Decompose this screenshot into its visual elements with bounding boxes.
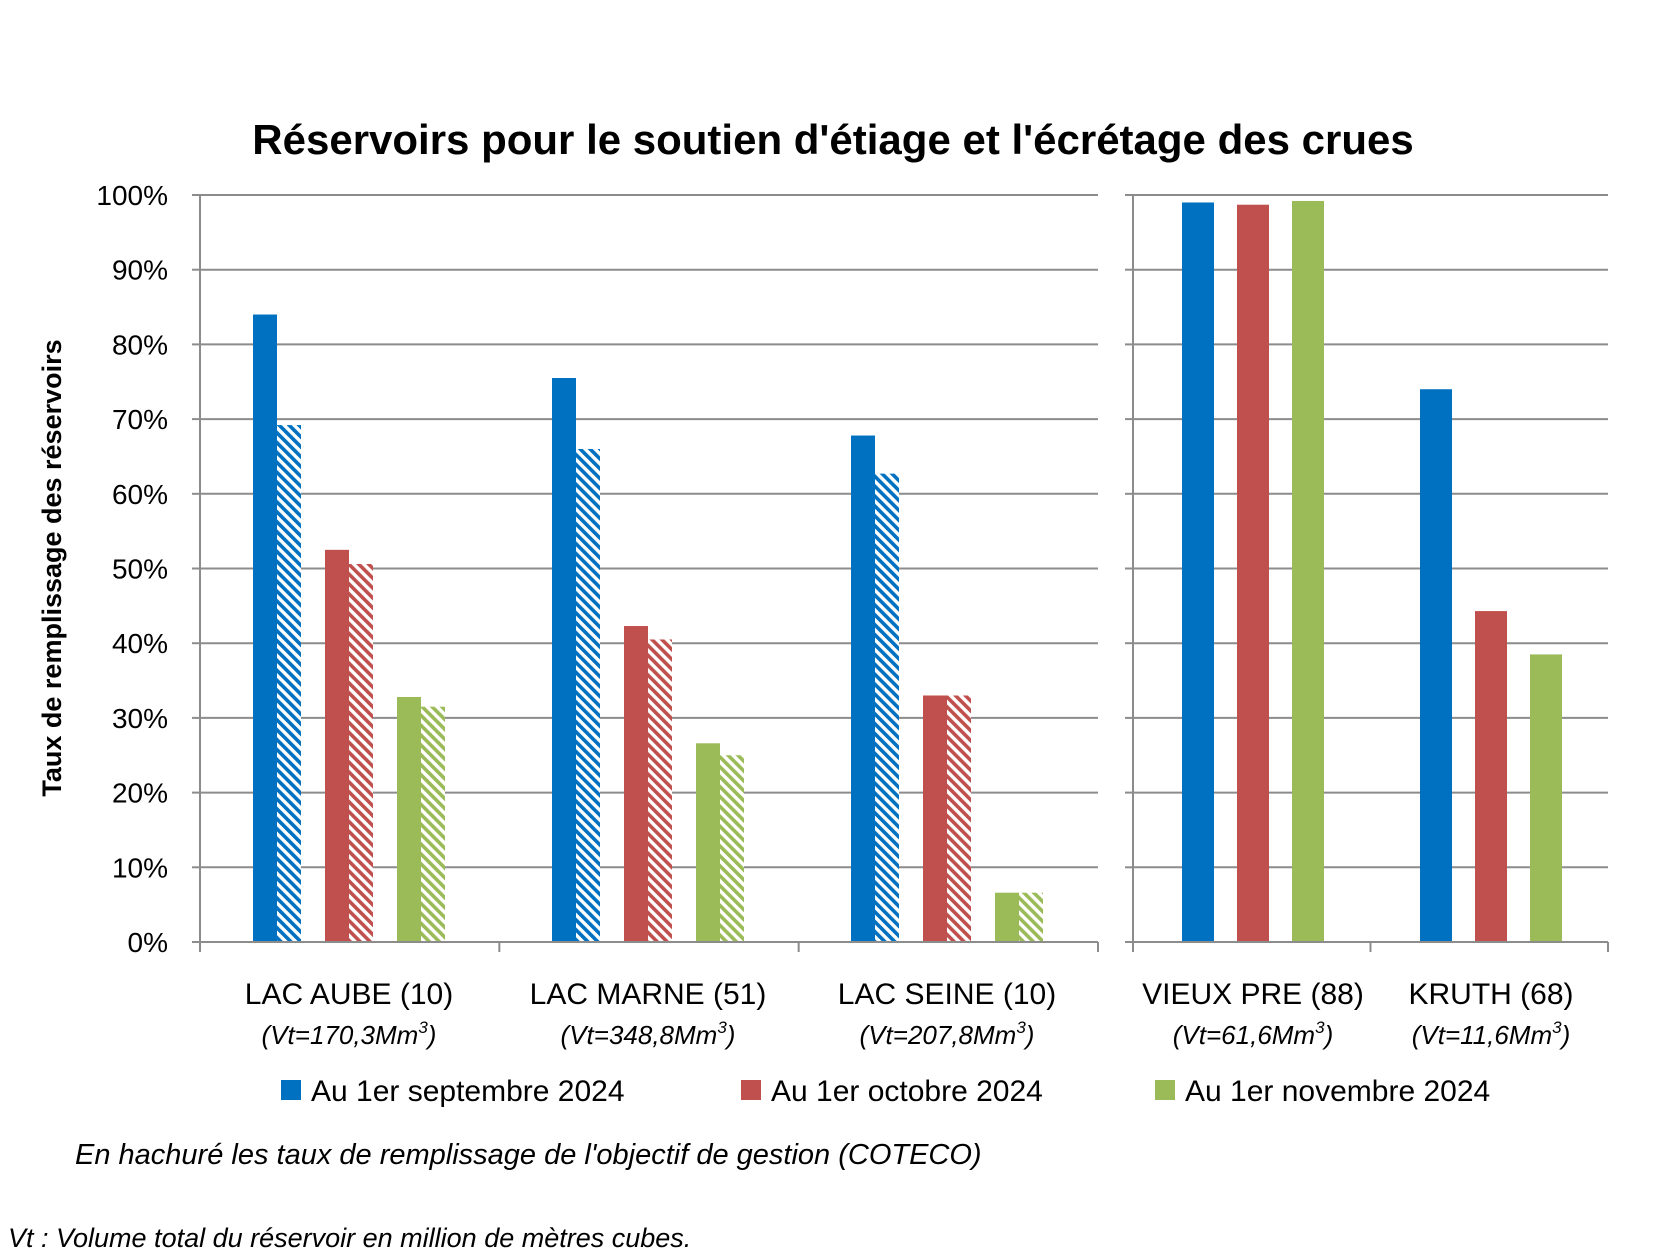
objective-bar bbox=[720, 755, 744, 942]
objective-bar bbox=[875, 473, 899, 942]
legend-label: Au 1er octobre 2024 bbox=[771, 1075, 1043, 1108]
objective-bar bbox=[277, 425, 301, 942]
vt-note: Vt : Volume total du réservoir en millio… bbox=[8, 1223, 691, 1250]
category-label: KRUTH (68) bbox=[1408, 978, 1573, 1011]
bar bbox=[1182, 202, 1214, 943]
y-tick-label: 60% bbox=[112, 479, 168, 510]
legend-swatch bbox=[1155, 1080, 1175, 1100]
bar bbox=[253, 314, 277, 942]
bar bbox=[1475, 611, 1507, 942]
objective-bar bbox=[576, 448, 600, 942]
bar bbox=[1237, 204, 1269, 942]
objective-bar bbox=[1019, 892, 1043, 942]
y-tick-label: 20% bbox=[112, 778, 168, 809]
y-tick-label: 80% bbox=[112, 329, 168, 360]
bar bbox=[851, 435, 875, 942]
y-tick-label: 100% bbox=[96, 180, 168, 211]
bar bbox=[923, 695, 947, 942]
category-volume-label: (Vt=170,3Mm3) bbox=[262, 1018, 437, 1050]
category-label: LAC SEINE (10) bbox=[838, 978, 1056, 1011]
y-axis-label: Taux de remplissage des réservoirs bbox=[37, 339, 67, 796]
y-tick-label: 50% bbox=[112, 554, 168, 585]
category-labels: LAC AUBE (10) (Vt=170,3Mm3) LAC MARNE (51)… bbox=[245, 978, 1574, 1050]
y-tick-label: 40% bbox=[112, 628, 168, 659]
bar bbox=[397, 696, 421, 942]
bar bbox=[325, 549, 349, 942]
category-volume-label: (Vt=207,8Mm3) bbox=[860, 1018, 1035, 1050]
y-tick-label: 30% bbox=[112, 703, 168, 734]
legend-label: Au 1er septembre 2024 bbox=[311, 1075, 625, 1108]
y-tick-label: 0% bbox=[128, 927, 168, 958]
category-volume-label: (Vt=11,6Mm3) bbox=[1412, 1018, 1571, 1050]
y-tick-label: 70% bbox=[112, 404, 168, 435]
bar bbox=[624, 626, 648, 942]
objective-bar bbox=[349, 564, 373, 942]
category-label: VIEUX PRE (88) bbox=[1142, 978, 1364, 1011]
y-tick-label: 10% bbox=[112, 852, 168, 883]
bar bbox=[1420, 389, 1452, 943]
objective-bar bbox=[947, 695, 971, 942]
bar bbox=[696, 743, 720, 942]
y-axis-ticks: 0% 10% 20% 30% 40% 50% 60% 70% 80% 90% 100% bbox=[96, 180, 168, 958]
category-label: LAC AUBE (10) bbox=[245, 978, 453, 1011]
legend-label: Au 1er novembre 2024 bbox=[1185, 1075, 1490, 1108]
chart-title: Réservoirs pour le soutien d'étiage et l… bbox=[252, 116, 1413, 163]
objective-bar bbox=[421, 706, 445, 942]
objective-bar bbox=[648, 639, 672, 942]
bar bbox=[995, 892, 1019, 942]
bars bbox=[253, 200, 1562, 943]
bar bbox=[1292, 200, 1324, 942]
y-tick-label: 90% bbox=[112, 255, 168, 286]
bar bbox=[1530, 654, 1562, 942]
category-volume-label: (Vt=348,8Mm3) bbox=[561, 1018, 736, 1050]
legend-swatch bbox=[741, 1080, 761, 1100]
bar bbox=[552, 378, 576, 942]
hatch-note: En hachuré les taux de remplissage de l'… bbox=[75, 1139, 982, 1171]
legend-swatch bbox=[281, 1080, 301, 1100]
category-volume-label: (Vt=61,6Mm3) bbox=[1173, 1018, 1333, 1050]
x-axes bbox=[199, 195, 1609, 952]
legend: Au 1er septembre 2024 Au 1er octobre 2024… bbox=[281, 1075, 1490, 1108]
category-label: LAC MARNE (51) bbox=[530, 978, 767, 1011]
